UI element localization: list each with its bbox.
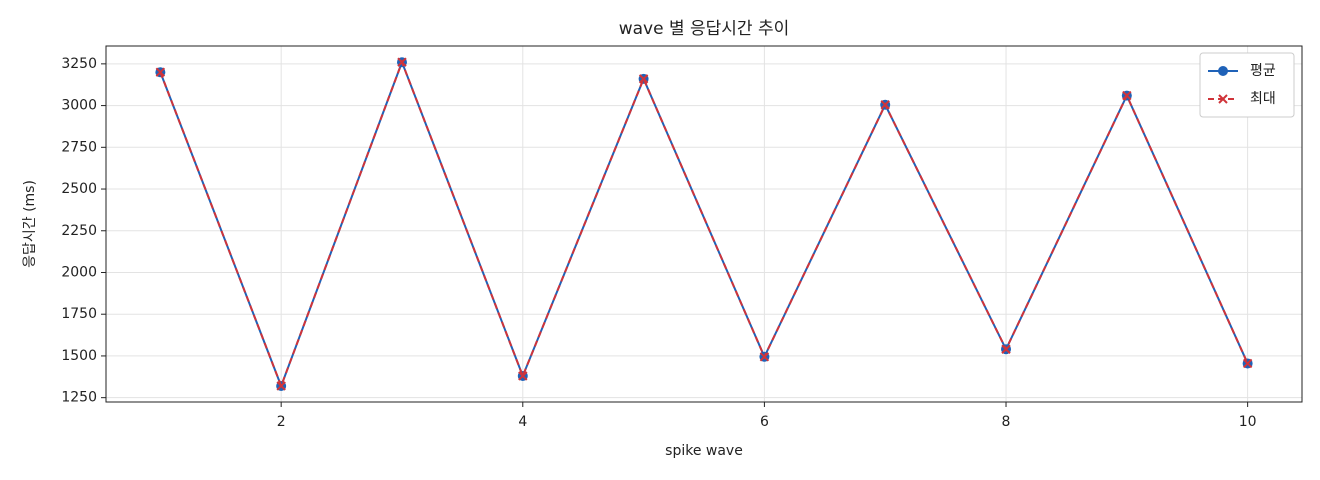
chart-title: wave 별 응답시간 추이 xyxy=(619,19,790,39)
marker-x xyxy=(1242,358,1253,369)
legend-box xyxy=(1199,52,1295,118)
y-tick-label: 2250 xyxy=(61,223,97,239)
marker xyxy=(397,57,407,67)
y-axis-label: 응답시간 (ms) xyxy=(22,180,38,268)
marker xyxy=(759,352,770,362)
marker-x xyxy=(759,352,770,362)
y-tick-label: 2500 xyxy=(61,181,97,197)
marker-x xyxy=(1218,94,1228,104)
y-tick-label: 1750 xyxy=(61,306,97,322)
plot-frame xyxy=(105,45,1303,403)
x-axis-label: spike wave xyxy=(665,443,743,459)
legend-label: 평균 xyxy=(1250,63,1276,79)
marker xyxy=(155,67,166,77)
y-tick-label: 1500 xyxy=(61,348,97,364)
marker-x xyxy=(518,371,528,381)
marker-x xyxy=(155,67,166,77)
x-tick-label: 4 xyxy=(518,414,527,430)
x-tick-label: 10 xyxy=(1239,414,1257,430)
marker-x xyxy=(276,381,286,391)
marker xyxy=(1122,90,1132,101)
marker xyxy=(518,371,528,381)
marker xyxy=(1218,66,1228,76)
marker xyxy=(880,100,890,110)
y-tick-label: 3000 xyxy=(61,98,97,114)
marker xyxy=(276,381,286,391)
y-tick-label: 2750 xyxy=(61,139,97,155)
marker-x xyxy=(638,74,649,84)
legend-label: 최대 xyxy=(1250,91,1276,107)
series-line xyxy=(159,59,1249,389)
x-tick-label: 8 xyxy=(1002,414,1011,430)
y-tick-label: 3250 xyxy=(61,56,97,72)
y-tick-label: 1250 xyxy=(61,390,97,406)
marker-x xyxy=(397,57,407,67)
y-tick-label: 2000 xyxy=(61,264,97,280)
marker-x xyxy=(880,100,890,110)
marker-x xyxy=(1122,90,1132,101)
marker xyxy=(1242,358,1253,369)
series-line xyxy=(159,59,1249,389)
x-tick-label: 6 xyxy=(760,414,769,430)
x-tick-label: 2 xyxy=(277,414,286,430)
marker-x xyxy=(1001,344,1011,354)
marker xyxy=(1001,344,1011,354)
marker xyxy=(1218,94,1228,104)
marker xyxy=(638,74,649,84)
